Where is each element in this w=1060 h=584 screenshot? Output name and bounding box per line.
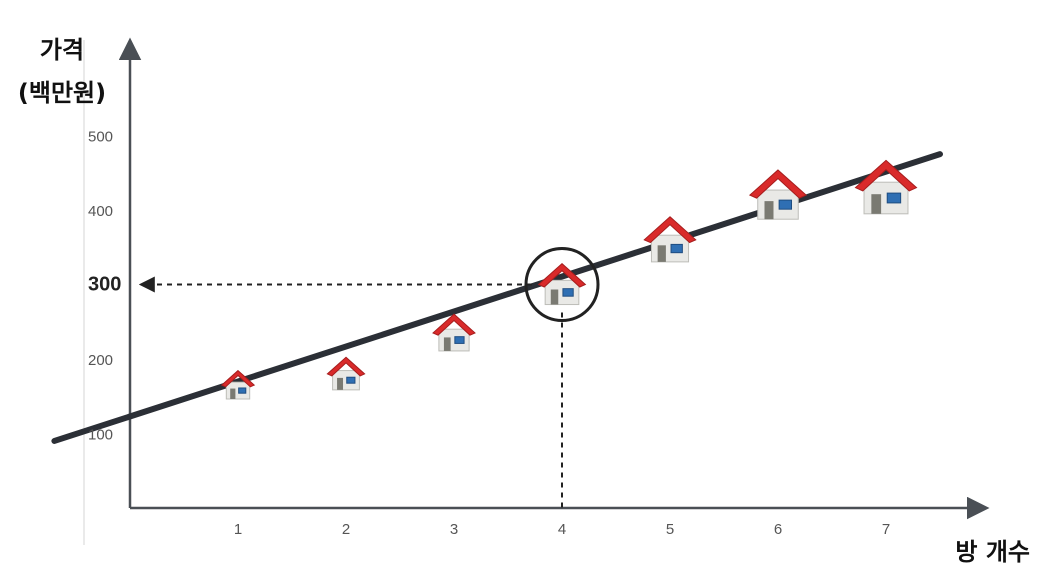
house-window [886,192,902,204]
data-points [220,159,918,400]
house-roof [220,369,256,388]
house-icon [220,369,256,400]
y-axis-title-line1: 가격 [40,36,84,64]
house-door [764,201,774,220]
house-roof [432,313,476,336]
tick-labels: 1 2 3 4 5 6 7 100 200 300 400 500 [88,129,890,539]
house-wall [757,189,799,220]
house-door [443,337,451,351]
house-icon [537,262,587,306]
house-icon [854,159,918,215]
x-tick-label: 1 [234,521,242,538]
house-wall [863,181,909,215]
x-axis-title: 방 개수 [955,538,1030,566]
house-roof [643,216,697,244]
x-tick-label: 2 [342,521,350,538]
house-roof [537,262,587,288]
house-door [550,289,559,305]
house-door [230,388,236,399]
house-window [778,199,793,210]
house-icon [326,356,366,391]
house-door [657,245,666,262]
highlight-circle [524,247,600,322]
axes [118,37,990,520]
x-tick-label: 7 [882,521,890,538]
x-tick-label: 3 [450,521,458,538]
y-tick-label: 100 [88,427,113,444]
house-wall [544,279,580,306]
house-roof [748,169,808,199]
x-tick-label: 5 [666,521,674,538]
trend-line [51,151,943,444]
house-door [337,377,344,390]
house-window [562,288,574,297]
house-roof [854,159,918,192]
house-window [670,243,683,254]
house-window [238,387,247,394]
house-icon [432,313,476,352]
y-tick-label: 500 [88,129,113,146]
house-wall [650,234,690,263]
house-roof [326,356,366,377]
highlight-value-label: 300 [88,274,121,296]
trend-layer [51,151,943,444]
y-tick-label: 200 [88,352,113,369]
house-window [454,336,465,344]
x-tick-label: 6 [774,521,782,538]
y-tick-label: 400 [88,203,113,220]
x-tick-label: 4 [558,521,566,538]
y-axis-title-line2: (백만원) [18,79,106,107]
house-icon [643,216,697,263]
highlight-guides [138,247,600,508]
house-window [346,376,356,384]
house-icon [748,169,808,220]
house-wall [438,328,470,352]
house-door [871,194,882,214]
